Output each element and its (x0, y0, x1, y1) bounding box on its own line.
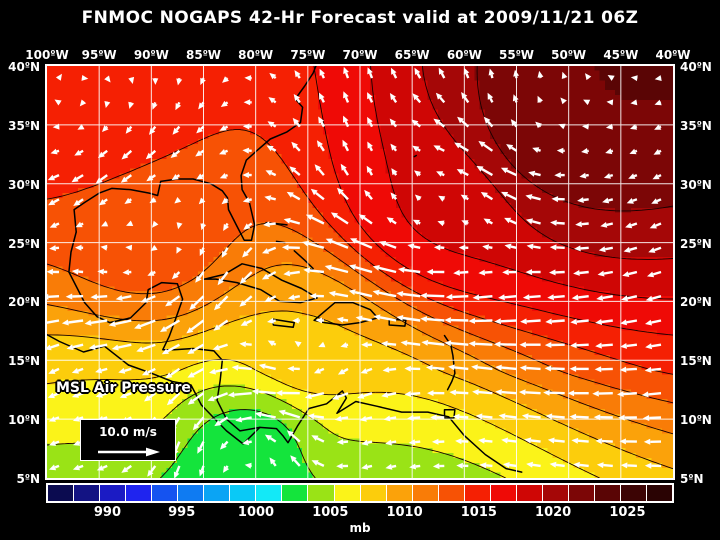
lon-tick-label: 100ºW (25, 48, 69, 62)
colorbar-segment (178, 485, 205, 501)
lat-tick-label: 30ºN (680, 177, 712, 192)
wind-scale-key: 10.0 m/s (80, 419, 176, 461)
lon-tick-label: 75ºW (290, 48, 326, 62)
colorbar-segment (386, 485, 413, 501)
msl-pressure-label: MSL Air Pressure (56, 380, 191, 396)
colorbar-segment (126, 485, 153, 501)
latitude-axis-left: 40ºN 35ºN 30ºN 25ºN 20ºN 15ºN 10ºN 5ºN (0, 60, 44, 486)
colorbar-segment (152, 485, 179, 501)
map-panel (45, 64, 675, 480)
longitude-axis: 100ºW 95ºW 90ºW 85ºW 80ºW 75ºW 70ºW 65ºW 60ºW 55º… (25, 48, 690, 64)
colorbar-segment (438, 485, 465, 501)
colorbar-segment (542, 485, 569, 501)
colorbar-tick-label: 990 (93, 505, 121, 520)
lon-tick-label: 95ºW (81, 48, 117, 62)
colorbar-segment (230, 485, 257, 501)
lat-tick-label: 15ºN (680, 354, 712, 369)
pressure-field-canvas (47, 66, 673, 478)
colorbar-segment (516, 485, 543, 501)
lon-tick-label: 85ºW (185, 48, 222, 62)
lon-tick-label: 65ºW (394, 48, 430, 62)
colorbar-segment (48, 485, 75, 501)
right-arrow-icon (98, 447, 160, 457)
lat-tick-label: 30ºN (8, 177, 40, 192)
isobar-layer (47, 66, 673, 478)
lon-tick-label: 50ºW (551, 48, 587, 62)
page-title: FNMOC NOGAPS 42-Hr Forecast valid at 200… (81, 8, 639, 28)
lat-tick-label: 25ºN (680, 236, 712, 251)
colorbar-tick-label: 995 (168, 505, 196, 520)
latitude-axis-right: 40ºN 35ºN 30ºN 25ºN 20ºN 15ºN 10ºN 5ºN (676, 60, 720, 486)
colorbar-segment (308, 485, 335, 501)
lon-tick-label: 80ºW (238, 48, 274, 62)
lat-tick-label: 15ºN (8, 354, 40, 369)
colorbar-segment (204, 485, 231, 501)
lat-tick-label: 10ºN (680, 413, 712, 428)
lon-tick-label: 45ºW (603, 48, 639, 62)
lat-tick-label: 10ºN (8, 413, 40, 428)
colorbar-segment (490, 485, 517, 501)
lat-tick-label: 35ºN (8, 118, 40, 133)
colorbar-tick-labels: 990 995 1000 1005 1010 1015 1020 1025 (48, 505, 672, 521)
colorbar-tick-label: 1015 (460, 505, 497, 520)
wind-scale-label: 10.0 m/s (99, 425, 157, 439)
graticule-layer (47, 66, 673, 478)
colorbar-tick-label: 1020 (535, 505, 572, 520)
colorbar-tick-label: 1025 (609, 505, 646, 520)
colorbar-segment (256, 485, 283, 501)
colorbar-segment (568, 485, 595, 501)
lat-tick-label: 35ºN (680, 118, 712, 133)
colorbar-tick-label: 1010 (386, 505, 423, 520)
lon-tick-label: 90ºW (133, 48, 169, 62)
lon-tick-label: 60ºW (446, 48, 482, 62)
colorbar-segment (647, 485, 673, 501)
lon-tick-label: 70ºW (342, 48, 378, 62)
colorbar-segment (100, 485, 127, 501)
colorbar-segment (412, 485, 439, 501)
colorbar-segment (74, 485, 101, 501)
colorbar-segment (621, 485, 648, 501)
lon-tick-label: 40ºW (655, 48, 691, 62)
colorbar-units-label: mb (349, 521, 371, 535)
colorbar-segment (334, 485, 361, 501)
lon-tick-label: 55ºW (498, 48, 535, 62)
colorbar-tick-label: 1000 (237, 505, 275, 520)
colorbar-tick-label: 1005 (312, 505, 349, 520)
lat-tick-label: 40ºN (8, 60, 40, 74)
colorbar-segment (360, 485, 387, 501)
lat-tick-label: 20ºN (680, 295, 712, 310)
lat-tick-label: 5ºN (16, 472, 40, 486)
pressure-colorbar (46, 483, 674, 503)
colorbar-segment (464, 485, 491, 501)
lat-tick-label: 5ºN (680, 472, 704, 486)
colorbar-segment (594, 485, 622, 501)
lat-tick-label: 40ºN (680, 60, 712, 74)
colorbar-segment (282, 485, 309, 501)
lat-tick-label: 20ºN (8, 295, 40, 310)
lat-tick-label: 25ºN (8, 236, 40, 251)
